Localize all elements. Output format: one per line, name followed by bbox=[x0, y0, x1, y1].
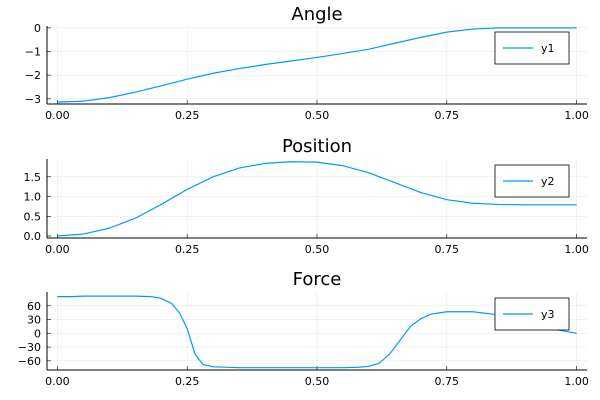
legend-label: y2 bbox=[541, 175, 555, 188]
panel-1: 0.00 0.25 0.50 0.75 1.00 0.0 0.5 1.0 1.5 Position… bbox=[24, 136, 589, 256]
x-tick-label: 0.00 bbox=[45, 109, 70, 122]
y-tick-label: −3 bbox=[25, 93, 41, 106]
y-tick-label: 0 bbox=[34, 327, 41, 340]
x-tick-label: 0.00 bbox=[45, 243, 70, 256]
x-tick-label: 1.00 bbox=[564, 109, 589, 122]
x-tick-label: 0.75 bbox=[435, 109, 460, 122]
x-tick-label: 0.00 bbox=[45, 375, 70, 388]
chart-title: Position bbox=[282, 136, 352, 157]
y-tick-label: −2 bbox=[25, 69, 41, 82]
panel-0: 0.00 0.25 0.50 0.75 1.00 0 −1 −2 −3 Angle y1 bbox=[25, 4, 589, 122]
x-tick-label: 0.50 bbox=[305, 109, 330, 122]
series-line-y2 bbox=[57, 161, 577, 237]
y-tick-label: 0 bbox=[34, 22, 41, 35]
y-tick-label: 1.0 bbox=[24, 191, 42, 204]
y-tick-label: 1.5 bbox=[24, 171, 42, 184]
y-tick-label: 0.5 bbox=[24, 210, 42, 223]
chart-title: Angle bbox=[291, 4, 342, 25]
y-tick-label: −1 bbox=[25, 46, 41, 59]
legend: y2 bbox=[494, 164, 570, 198]
x-tick-label: 0.25 bbox=[175, 375, 200, 388]
x-tick-label: 0.75 bbox=[435, 375, 460, 388]
series-line-y3 bbox=[57, 295, 577, 369]
legend-label: y1 bbox=[541, 42, 555, 55]
x-tick-label: 1.00 bbox=[564, 375, 589, 388]
x-tick-label: 0.75 bbox=[435, 243, 460, 256]
x-tick-label: 1.00 bbox=[564, 243, 589, 256]
series-line-y1 bbox=[57, 27, 577, 103]
y-tick-label: −30 bbox=[18, 341, 41, 354]
legend: y3 bbox=[494, 297, 570, 331]
y-tick-label: −60 bbox=[18, 355, 41, 368]
y-tick-label: 0.0 bbox=[24, 230, 42, 243]
chart-title: Force bbox=[293, 269, 342, 290]
x-tick-label: 0.25 bbox=[175, 109, 200, 122]
x-tick-label: 0.25 bbox=[175, 243, 200, 256]
x-tick-label: 0.50 bbox=[305, 375, 330, 388]
x-tick-label: 0.50 bbox=[305, 243, 330, 256]
y-tick-label: 30 bbox=[27, 314, 41, 327]
legend-label: y3 bbox=[541, 308, 555, 321]
legend: y1 bbox=[494, 31, 570, 65]
y-tick-label: 60 bbox=[27, 300, 41, 313]
